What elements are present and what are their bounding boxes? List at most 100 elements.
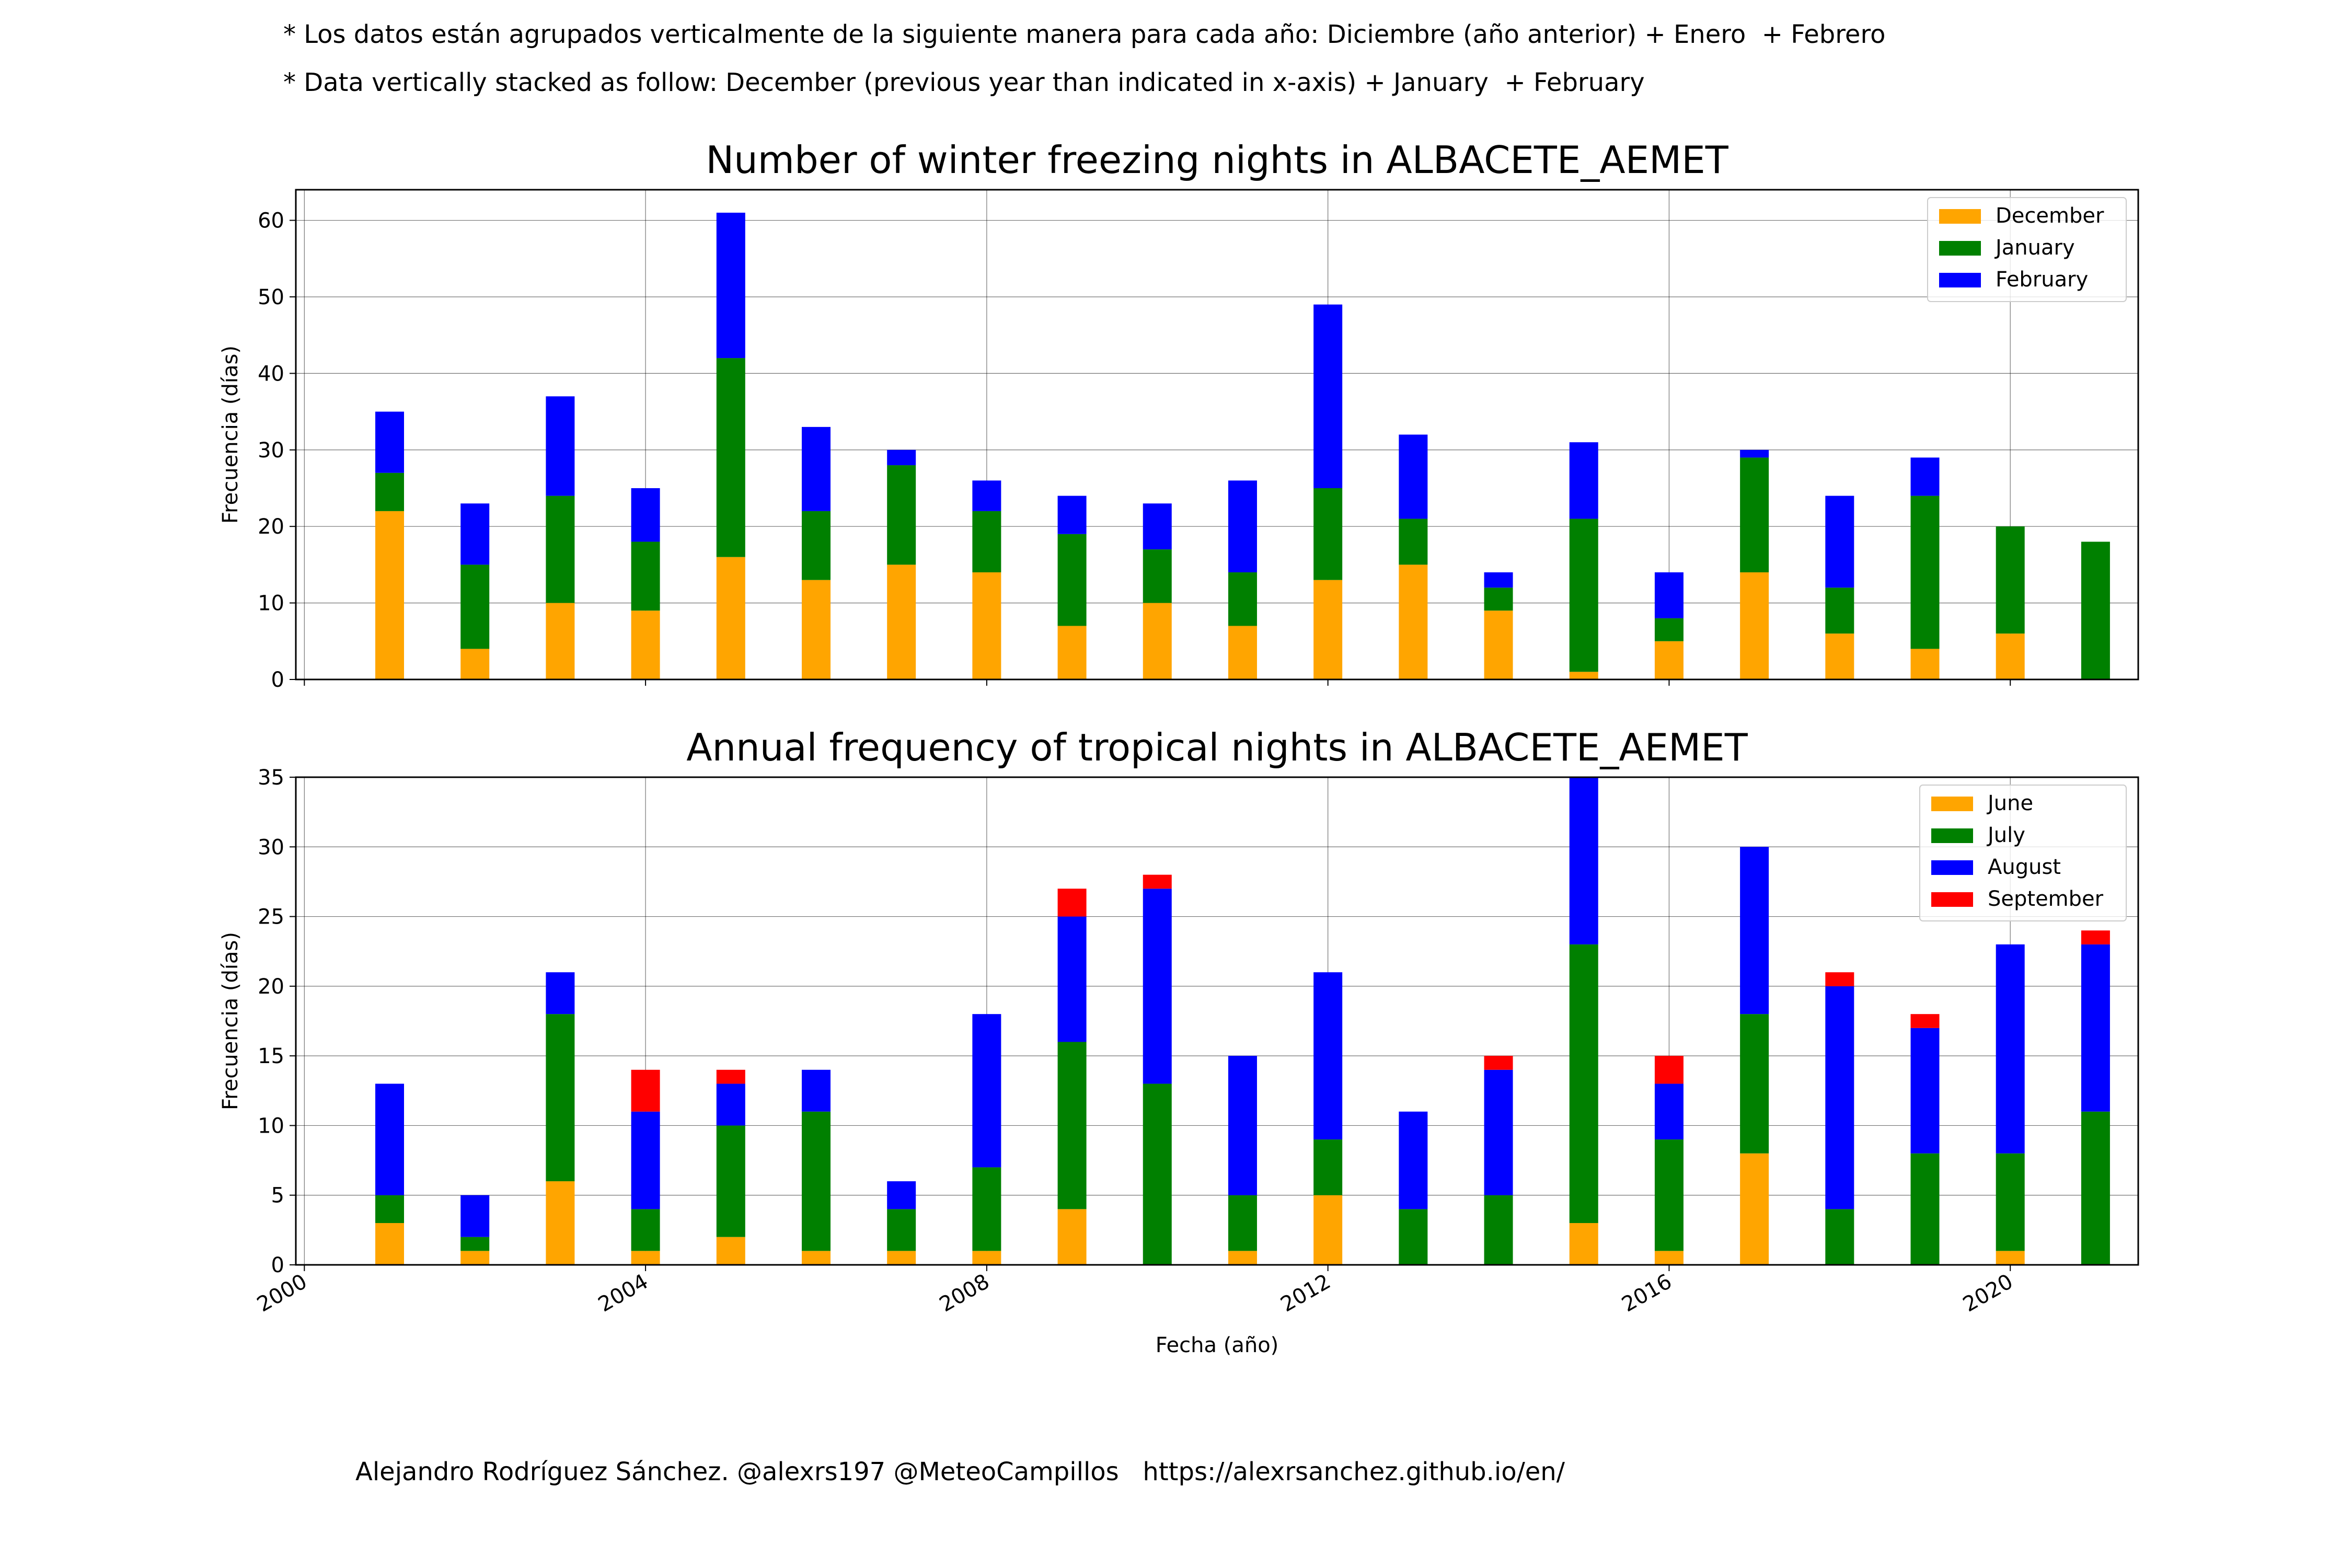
bar-august-2021: August 2021: 12 [2081,944,2110,1112]
bar-august-2005: August 2005: 3 [716,1083,745,1126]
bar-june-2009: June 2009: 4 [1057,1209,1087,1265]
bar-july-2001: July 2001: 2 [375,1195,405,1224]
bar-june-2015: June 2015: 3 [1569,1223,1598,1265]
bar-june-2011: June 2011: 1 [1228,1251,1257,1265]
y-tick-label: 30 [258,439,284,463]
bar-july-2003: July 2003: 12 [546,1014,575,1182]
legend-swatch-january [1939,241,1981,256]
bar-july-2014: July 2014: 5 [1484,1195,1513,1265]
bar-january-2021: January 2021: 18 [2081,541,2110,679]
bar-august-2001: August 2001: 8 [375,1083,405,1195]
bar-june-2012: June 2012: 5 [1313,1195,1343,1265]
legend-label-july: July [1986,823,2025,847]
bar-december-2001: December 2001: 22 [375,511,405,679]
bar-august-2019: August 2019: 9 [1910,1028,1940,1154]
bar-january-2015: January 2015: 20 [1569,518,1598,672]
bar-july-2004: July 2004: 3 [631,1209,660,1251]
bar-january-2003: January 2003: 14 [546,495,575,603]
bar-january-2005: January 2005: 26 [716,358,745,557]
bar-july-2012: July 2012: 4 [1313,1139,1343,1195]
bar-august-2010: August 2010: 14 [1143,889,1172,1084]
bar-june-2016: June 2016: 1 [1654,1251,1684,1265]
bar-december-2005: December 2005: 16 [716,557,745,679]
legend-swatch-september [1931,892,1973,907]
freezing-nights-chart: December 2001: 22January 2001: 5February… [218,138,2139,692]
x-tick-label: 2012 [1276,1270,1334,1317]
bar-august-2002: August 2002: 3 [460,1195,490,1237]
bar-june-2002: June 2002: 1 [460,1251,490,1265]
bar-june-2008: June 2008: 1 [972,1251,1001,1265]
bar-september-2016: September 2016: 2 [1654,1056,1684,1084]
x-axis-label: Fecha (año) [1156,1333,1279,1357]
y-tick-label: 10 [258,1114,284,1138]
x-tick-label: 2004 [594,1270,652,1317]
y-tick-label: 30 [258,835,284,859]
bar-january-2002: January 2002: 11 [460,564,490,649]
bar-june-2005: June 2005: 2 [716,1237,745,1265]
bar-january-2018: January 2018: 6 [1825,587,1854,634]
bar-june-2003: June 2003: 6 [546,1181,575,1265]
bar-january-2017: January 2017: 15 [1740,457,1769,573]
bar-february-2018: February 2018: 12 [1825,495,1854,588]
legend-label-june: June [1986,791,2033,815]
bar-december-2007: December 2007: 15 [887,564,916,679]
bar-february-2019: February 2019: 5 [1910,457,1940,496]
bar-december-2011: December 2011: 7 [1228,626,1257,679]
bar-july-2008: July 2008: 6 [972,1167,1001,1251]
bar-august-2013: August 2013: 7 [1399,1111,1428,1209]
y-tick-label: 20 [258,975,284,999]
bar-february-2008: February 2008: 4 [972,480,1001,511]
bar-december-2020: December 2020: 6 [1996,633,2025,679]
bar-december-2013: December 2013: 15 [1399,564,1428,679]
y-tick-label: 50 [258,285,284,309]
bar-february-2009: February 2009: 5 [1057,495,1087,534]
bar-july-2015: July 2015: 20 [1569,944,1598,1224]
bar-january-2004: January 2004: 9 [631,541,660,611]
bar-august-2006: August 2006: 3 [801,1069,831,1112]
bar-december-2018: December 2018: 6 [1825,633,1854,679]
y-tick-label: 15 [258,1044,284,1068]
bar-february-2002: February 2002: 8 [460,503,490,565]
bar-december-2017: December 2017: 14 [1740,572,1769,679]
chart-title: Annual frequency of tropical nights in A… [686,725,1748,769]
bar-december-2009: December 2009: 7 [1057,626,1087,679]
bar-february-2001: February 2001: 8 [375,411,405,473]
bar-august-2017: August 2017: 12 [1740,847,1769,1014]
bar-february-2017: February 2017: 1 [1740,449,1769,458]
bar-january-2001: January 2001: 5 [375,472,405,511]
bar-july-2017: July 2017: 10 [1740,1014,1769,1154]
bar-june-2001: June 2001: 3 [375,1223,405,1265]
bar-july-2006: July 2006: 10 [801,1111,831,1251]
y-axis-label: Frecuencia (días) [218,345,243,524]
bar-december-2012: December 2012: 13 [1313,580,1343,679]
bar-january-2019: January 2019: 20 [1910,495,1940,649]
bar-february-2013: February 2013: 11 [1399,434,1428,519]
bar-august-2012: August 2012: 12 [1313,972,1343,1140]
legend: June July August September [1919,785,2127,921]
bar-december-2019: December 2019: 4 [1910,649,1940,679]
bar-january-2009: January 2009: 12 [1057,534,1087,626]
bar-february-2011: February 2011: 12 [1228,480,1257,573]
bar-february-2012: February 2012: 24 [1313,304,1343,488]
y-tick-label: 25 [258,905,284,929]
y-tick-label: 40 [258,362,284,386]
bar-june-2017: June 2017: 8 [1740,1153,1769,1265]
bar-july-2009: July 2009: 12 [1057,1042,1087,1209]
bar-december-2010: December 2010: 10 [1143,603,1172,679]
y-tick-label: 0 [271,668,284,692]
legend-box [1919,785,2127,921]
bar-august-2009: August 2009: 9 [1057,916,1087,1042]
bar-september-2004: September 2004: 3 [631,1069,660,1112]
bar-january-2008: January 2008: 8 [972,511,1001,573]
bar-december-2004: December 2004: 9 [631,610,660,679]
bar-august-2011: August 2011: 10 [1228,1056,1257,1195]
bar-august-2016: August 2016: 4 [1654,1083,1684,1140]
bar-september-2021: September 2021: 1 [2081,930,2110,944]
bar-january-2010: January 2010: 7 [1143,549,1172,603]
bar-august-2004: August 2004: 7 [631,1111,660,1209]
bar-february-2004: February 2004: 7 [631,488,660,542]
bar-august-2020: August 2020: 15 [1996,944,2025,1154]
bar-july-2018: July 2018: 4 [1825,1209,1854,1265]
bar-january-2013: January 2013: 6 [1399,518,1428,565]
